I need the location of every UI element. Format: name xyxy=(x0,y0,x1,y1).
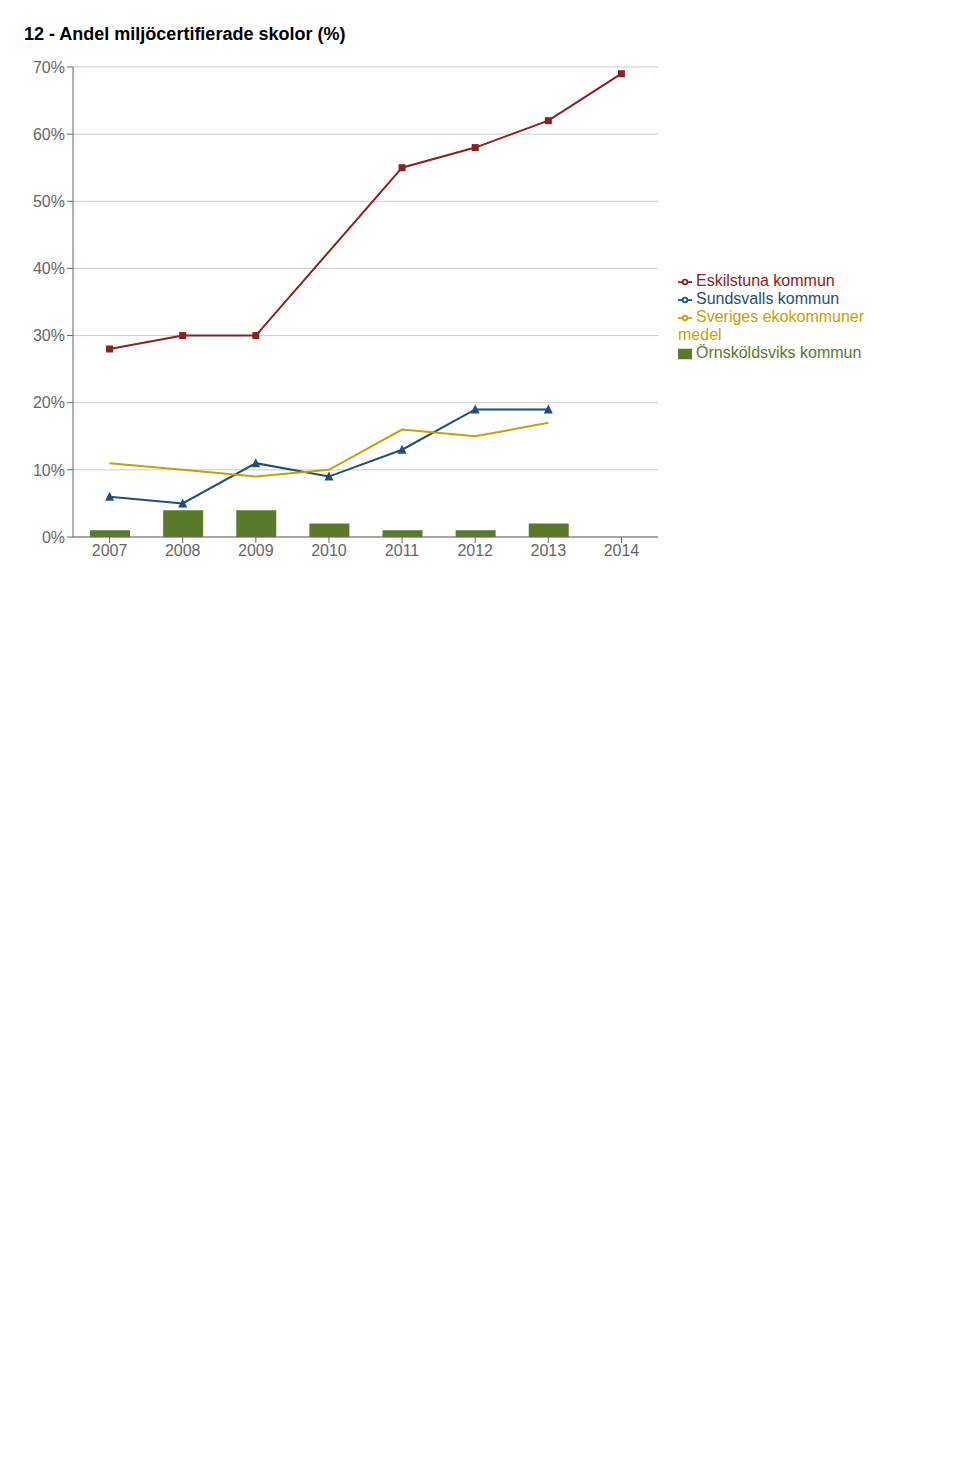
html-text:Sveriges ekokommuner medel: Sveriges ekokommuner medel xyxy=(678,308,865,343)
html-text:Sundsvalls kommun: Sundsvalls kommun xyxy=(696,290,840,307)
svg-text:2007: 2007 xyxy=(92,542,128,559)
svg-text:30%: 30% xyxy=(33,327,65,344)
svg-text:2011: 2011 xyxy=(385,542,420,559)
svg-text:2008: 2008 xyxy=(165,542,201,559)
svg-text:2010: 2010 xyxy=(311,542,347,559)
svg-text:2014: 2014 xyxy=(604,542,640,559)
html-text:Eskilstuna kommun: Eskilstuna kommun xyxy=(696,272,835,289)
svg-text:60%: 60% xyxy=(33,126,65,143)
svg-text:20%: 20% xyxy=(33,394,65,411)
svg-text:70%: 70% xyxy=(33,59,65,76)
svg-text:50%: 50% xyxy=(33,193,65,210)
html-text:Örnsköldsviks kommun: Örnsköldsviks kommun xyxy=(696,344,862,361)
svg-text:0%: 0% xyxy=(42,529,65,546)
svg-text:10%: 10% xyxy=(33,462,65,479)
svg-text:2012: 2012 xyxy=(457,542,493,559)
svg-text:2009: 2009 xyxy=(238,542,274,559)
html-text:12 - Andel miljöcertifierade s: 12 - Andel miljöcertifierade skolor (%) xyxy=(24,24,346,44)
svg-text:40%: 40% xyxy=(33,260,65,277)
svg-text:2013: 2013 xyxy=(531,542,567,559)
